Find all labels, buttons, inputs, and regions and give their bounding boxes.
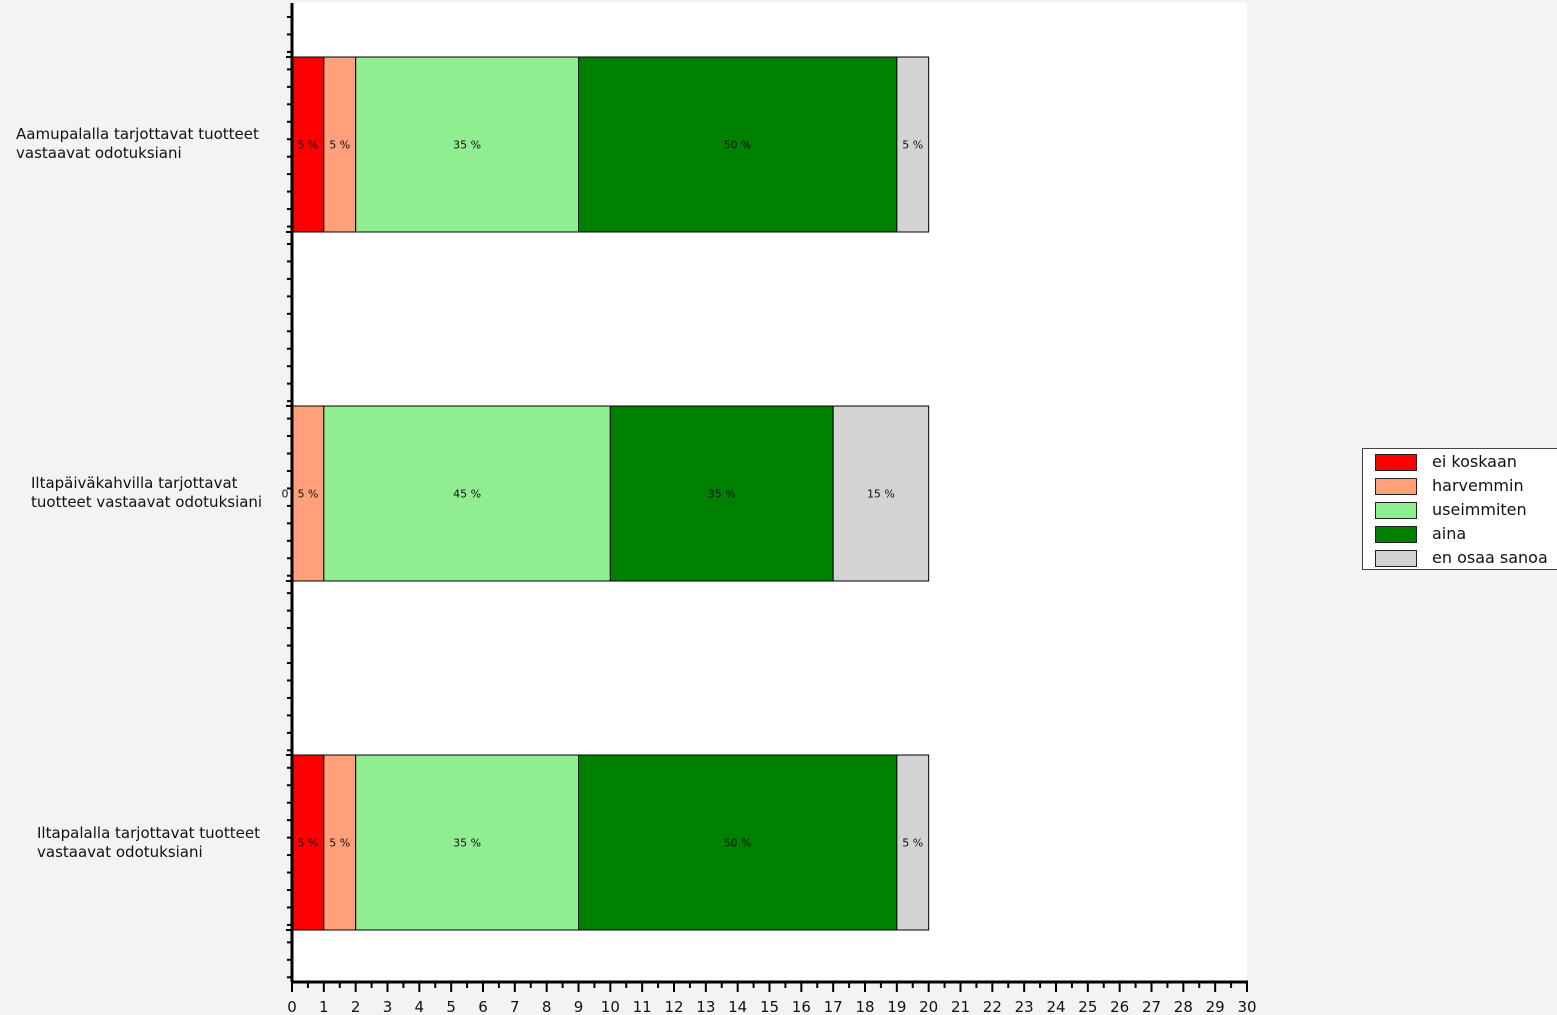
data-label: 5 %: [329, 837, 350, 850]
legend: ei koskaan harvemmin useimmiten aina en osaa…: [1362, 448, 1557, 570]
bar-segment: [609, 405, 834, 582]
x-tick-label: 10: [601, 998, 620, 1015]
x-tick-label: 9: [574, 998, 584, 1015]
x-tick-label: 21: [951, 998, 970, 1015]
data-label: 35 %: [708, 488, 736, 501]
data-label: 5 %: [902, 837, 923, 850]
bar-segment: [832, 405, 930, 582]
x-tick-label: 17: [824, 998, 843, 1015]
data-label: 5 %: [329, 139, 350, 152]
legend-swatch: [1375, 502, 1417, 519]
x-tick-label: 28: [1174, 998, 1193, 1015]
legend-swatch: [1375, 526, 1417, 543]
x-tick-label: 26: [1110, 998, 1129, 1015]
x-tick-label: 1: [319, 998, 329, 1015]
data-label: 5 %: [297, 139, 318, 152]
x-tick-label: 29: [1206, 998, 1225, 1015]
data-label: 5 %: [297, 488, 318, 501]
x-tick-label: 6: [478, 998, 488, 1015]
x-tick-label: 5: [446, 998, 456, 1015]
x-tick-label: 14: [728, 998, 747, 1015]
x-tick-label: 3: [383, 998, 393, 1015]
x-tick-label: 15: [760, 998, 779, 1015]
x-tick-label: 19: [887, 998, 906, 1015]
legend-label: en osaa sanoa: [1432, 548, 1548, 567]
x-tick-label: 4: [415, 998, 425, 1015]
x-tick-label: 2: [351, 998, 361, 1015]
x-tick-label: 0: [287, 998, 297, 1015]
bar-segment: [291, 56, 325, 233]
x-tick-label: 25: [1078, 998, 1097, 1015]
data-label: 45 %: [453, 488, 481, 501]
x-tick-label: 22: [983, 998, 1002, 1015]
data-label: 15 %: [867, 488, 895, 501]
legend-swatch: [1375, 478, 1417, 495]
x-tick-label: 18: [855, 998, 874, 1015]
category-label: Iltapalalla tarjottavat tuotteet vastaav…: [37, 824, 260, 861]
x-tick-label: 12: [664, 998, 683, 1015]
bar-segment: [896, 754, 930, 931]
data-label: 5 %: [902, 139, 923, 152]
data-label: 35 %: [453, 837, 481, 850]
data-label: 50 %: [724, 837, 752, 850]
category-label: Iltapäiväkahvilla tarjottavat tuotteet v…: [31, 474, 263, 511]
bar-segment: [578, 754, 898, 931]
x-tick-label: 8: [542, 998, 552, 1015]
x-tick-label: 13: [696, 998, 715, 1015]
x-tick-label: 20: [919, 998, 938, 1015]
x-tick-label: 23: [1015, 998, 1034, 1015]
bar-segment: [355, 754, 579, 931]
legend-label: harvemmin: [1432, 476, 1524, 495]
x-tick-label: 24: [1046, 998, 1065, 1015]
legend-label: ei koskaan: [1432, 452, 1517, 471]
data-label: 50 %: [724, 139, 752, 152]
legend-swatch: [1375, 550, 1417, 567]
x-tick-label: 16: [792, 998, 811, 1015]
category-label: Aamupalalla tarjottavat tuotteet vastaav…: [16, 125, 259, 162]
legend-label: aina: [1432, 524, 1467, 543]
legend-label: useimmiten: [1432, 500, 1527, 519]
data-label: 5 %: [297, 837, 318, 850]
bar-segment: [323, 405, 611, 582]
x-tick-label: 27: [1142, 998, 1161, 1015]
bar-segment: [896, 56, 930, 233]
legend-swatch: [1375, 454, 1417, 471]
x-tick-label: 30: [1237, 998, 1256, 1015]
bar-segment: [291, 754, 325, 931]
data-label: 35 %: [453, 139, 481, 152]
x-tick-label: 7: [510, 998, 520, 1015]
x-tick-label: 11: [633, 998, 652, 1015]
bar-segment: [355, 56, 579, 233]
